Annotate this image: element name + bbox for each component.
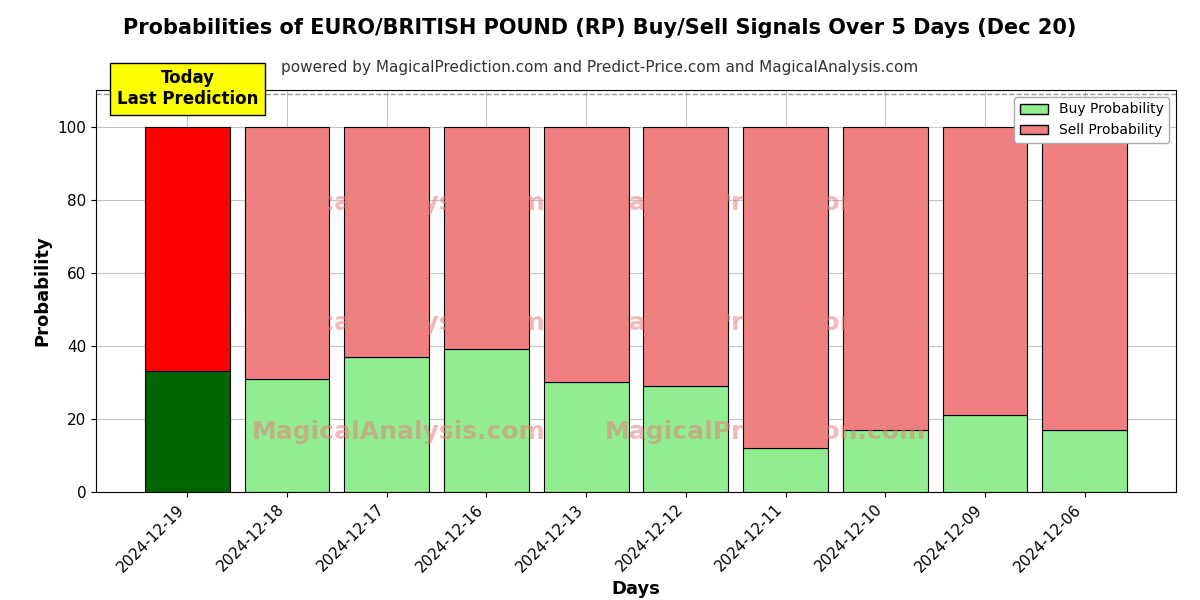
Bar — [544, 127, 629, 382]
Bar — [245, 127, 330, 379]
Bar — [444, 349, 529, 492]
Bar — [344, 127, 430, 357]
Bar — [942, 127, 1027, 415]
Text: MagicalPrediction.com: MagicalPrediction.com — [605, 191, 926, 215]
Text: Probabilities of EURO/BRITISH POUND (RP) Buy/Sell Signals Over 5 Days (Dec 20): Probabilities of EURO/BRITISH POUND (RP)… — [124, 18, 1076, 38]
Text: MagicalPrediction.com: MagicalPrediction.com — [605, 311, 926, 335]
Bar — [643, 386, 728, 492]
Bar — [1042, 430, 1127, 492]
Bar — [743, 127, 828, 448]
Text: Today
Last Prediction: Today Last Prediction — [116, 70, 258, 108]
Bar — [942, 415, 1027, 492]
Text: MagicalAnalysis.com: MagicalAnalysis.com — [252, 311, 545, 335]
Legend: Buy Probability, Sell Probability: Buy Probability, Sell Probability — [1014, 97, 1169, 143]
Bar — [245, 379, 330, 492]
Text: MagicalAnalysis.com: MagicalAnalysis.com — [252, 191, 545, 215]
X-axis label: Days: Days — [612, 580, 660, 598]
Bar — [1042, 127, 1127, 430]
Bar — [444, 127, 529, 349]
Bar — [643, 127, 728, 386]
Bar — [842, 430, 928, 492]
Bar — [544, 382, 629, 492]
Text: MagicalPrediction.com: MagicalPrediction.com — [605, 420, 926, 444]
Bar — [145, 127, 230, 371]
Y-axis label: Probability: Probability — [34, 236, 52, 346]
Bar — [743, 448, 828, 492]
Text: powered by MagicalPrediction.com and Predict-Price.com and MagicalAnalysis.com: powered by MagicalPrediction.com and Pre… — [281, 60, 919, 75]
Bar — [145, 371, 230, 492]
Bar — [842, 127, 928, 430]
Bar — [344, 357, 430, 492]
Text: MagicalAnalysis.com: MagicalAnalysis.com — [252, 420, 545, 444]
